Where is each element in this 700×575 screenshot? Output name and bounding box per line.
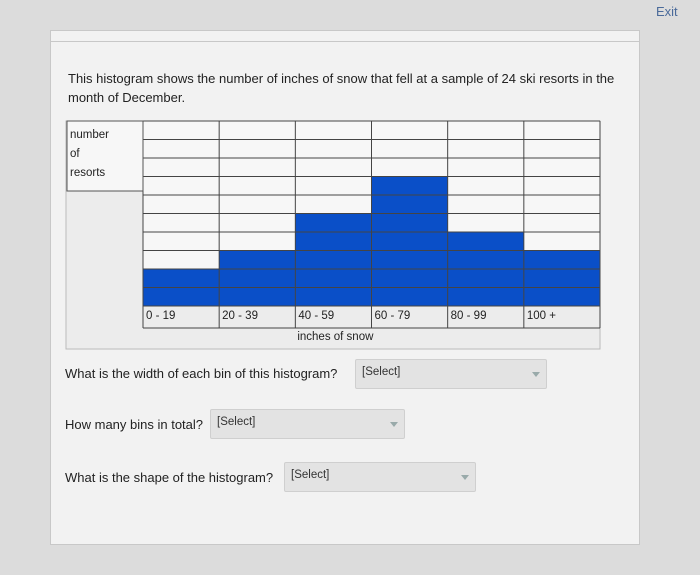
- x-tick-label: 100 +: [527, 310, 556, 322]
- x-tick-label: 60 - 79: [375, 310, 411, 322]
- select-label[interactable]: [Select]: [362, 366, 401, 378]
- histogram: number of resorts 0 - 19 20 - 39 40 - 59 60 - …: [65, 120, 601, 350]
- x-tick-label: 40 - 59: [298, 310, 334, 322]
- question: What is the shape of the histogram?: [65, 470, 274, 485]
- question-panel: This histogram shows the number of inche…: [50, 30, 640, 545]
- y-axis-label: number of resorts: [70, 129, 109, 179]
- select[interactable]: [Select]: [210, 409, 405, 439]
- bar: [295, 213, 372, 306]
- question: How many bins in total?: [65, 417, 204, 432]
- x-tick-label: 20 - 39: [222, 310, 258, 322]
- label-cell: [66, 120, 144, 192]
- divider: [51, 41, 639, 42]
- x-axis-label: inches of snow: [297, 331, 374, 343]
- select[interactable]: [Select]: [284, 462, 476, 492]
- select[interactable]: [Select]: [355, 359, 547, 389]
- question: What is the width of each bin of this hi…: [65, 366, 338, 381]
- select-label[interactable]: [Select]: [291, 469, 330, 481]
- select-label[interactable]: [Select]: [217, 416, 256, 428]
- x-tick-label: 80 - 99: [451, 310, 487, 322]
- exit-link[interactable]: Exit: [656, 4, 678, 19]
- intro-text: This histogram shows the number of inche…: [68, 71, 615, 105]
- bar: [371, 176, 448, 306]
- bar: [523, 250, 600, 306]
- bar: [219, 250, 296, 306]
- x-tick-label: 0 - 19: [146, 310, 175, 322]
